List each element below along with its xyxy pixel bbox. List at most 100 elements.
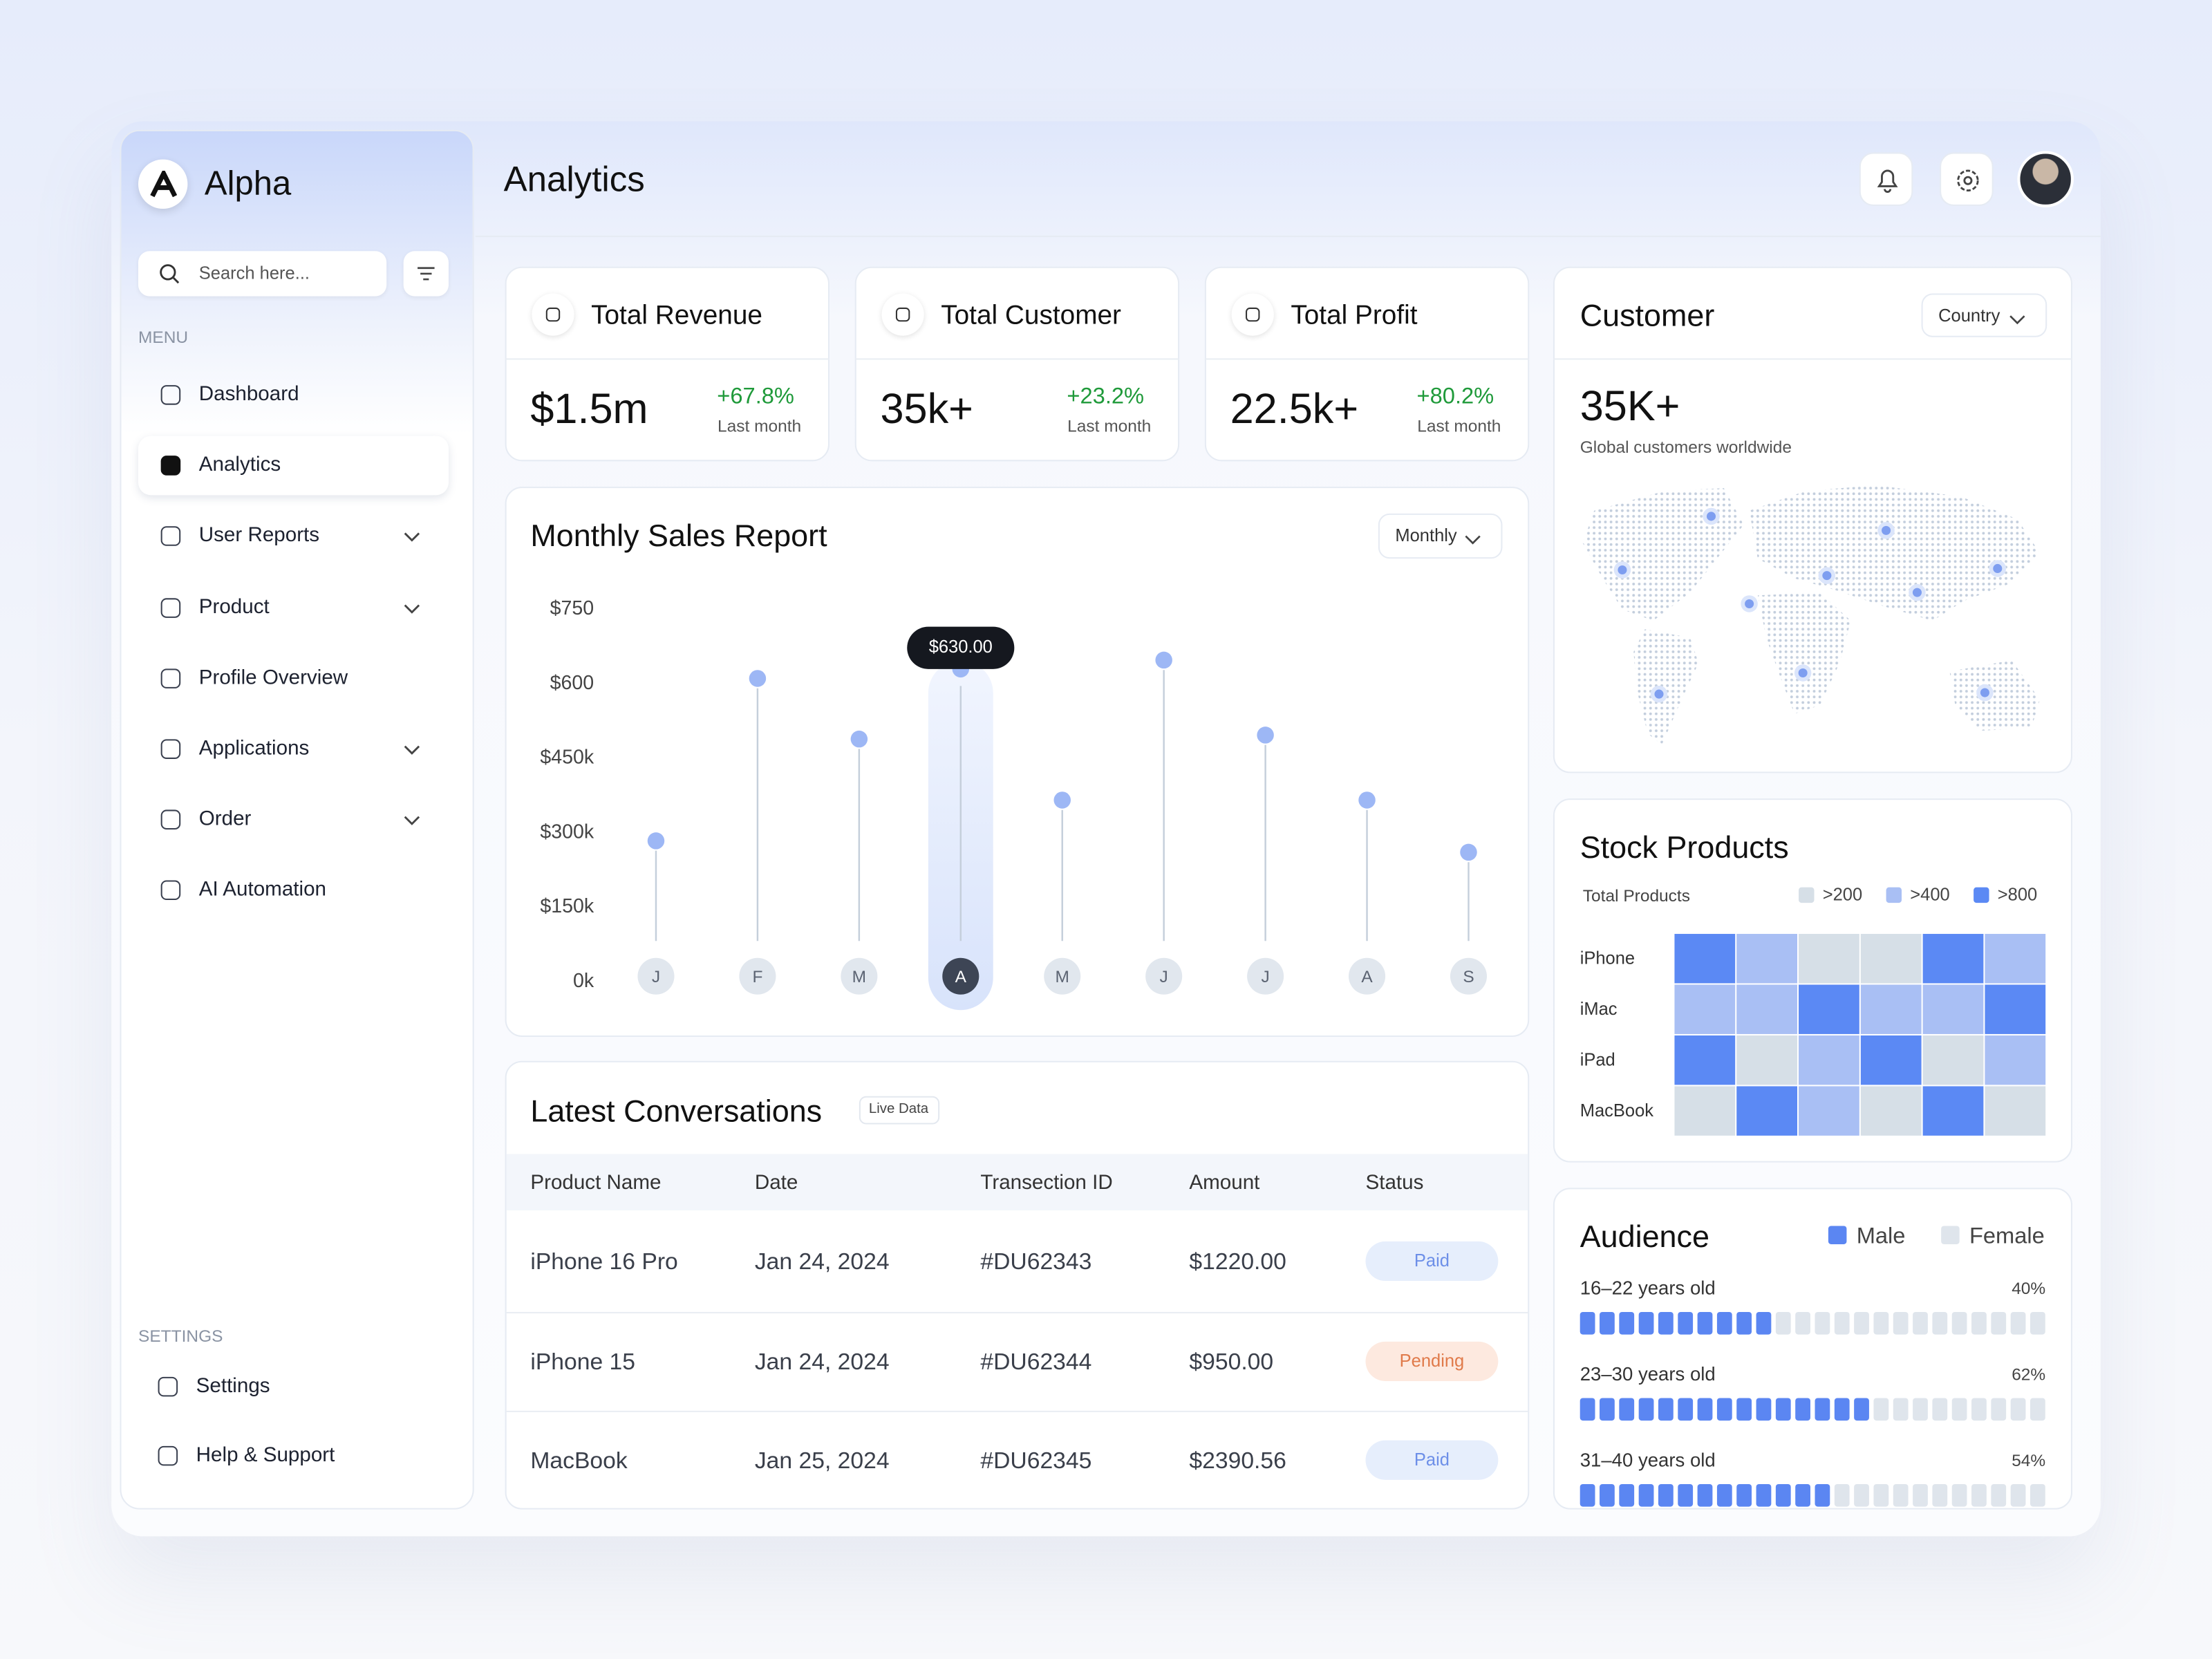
filter-button[interactable] (403, 251, 449, 297)
bar-segment (1834, 1398, 1850, 1421)
bar-segment (1854, 1483, 1869, 1507)
logo-icon (149, 169, 177, 197)
conversations-card (505, 1060, 1530, 1510)
live-badge-label: Live Data (868, 1101, 929, 1118)
y-tick-label: $150k (540, 895, 594, 917)
segmented-bar (1580, 1311, 2045, 1335)
kpi-icon-glyph (545, 307, 561, 322)
y-tick-label: $750 (550, 597, 594, 619)
bar-segment (1716, 1398, 1732, 1421)
map-pin (1798, 668, 1808, 677)
chevron (402, 528, 422, 545)
legend-label: Male (1857, 1222, 1906, 1248)
group-value: 40% (2012, 1280, 2045, 1298)
brand-name: Alpha (204, 165, 292, 203)
heatmap-cell (1674, 984, 1736, 1034)
bar-segment (1834, 1311, 1850, 1335)
heatmap-cell (1799, 1035, 1859, 1085)
audience-card (1553, 1188, 2072, 1510)
y-tick-label: $600 (550, 672, 594, 694)
heatmap-cell (1922, 984, 1984, 1034)
heatmap-cell (1860, 1035, 1922, 1085)
category-circle (1145, 957, 1183, 995)
menu-icon (160, 809, 181, 830)
bar-segment (1736, 1311, 1752, 1335)
country-dropdown[interactable] (1921, 293, 2047, 337)
map-pin (1993, 563, 2003, 573)
bar-segment (1932, 1398, 1948, 1421)
bar-segment (1971, 1398, 1987, 1421)
bar-segment (1775, 1398, 1791, 1421)
dot (1460, 843, 1477, 861)
row-divider (506, 1410, 1528, 1412)
bar-segment (1697, 1398, 1713, 1421)
chevron (402, 740, 422, 757)
row-label: iPad (1580, 1050, 1615, 1069)
table-cell: #DU62343 (980, 1249, 1092, 1275)
bar-segment (1991, 1398, 2007, 1421)
table-cell: MacBook (530, 1448, 628, 1474)
heatmap-cell (1736, 934, 1797, 984)
dot (850, 730, 868, 748)
heatmap-cell (1985, 1035, 2046, 1085)
legend-label: >800 (1998, 885, 2037, 905)
group-value: 62% (2012, 1365, 2045, 1384)
settings-item-label: Settings (196, 1375, 270, 1398)
legend-label: >200 (1823, 885, 1862, 905)
bar-segment (1893, 1311, 1909, 1335)
group-label: 23–30 years old (1580, 1363, 1716, 1385)
settings-button[interactable] (1940, 152, 1994, 206)
x-tick-label: J (1160, 968, 1168, 986)
y-tick-label: $300k (540, 821, 594, 843)
bar-segment (1913, 1398, 1928, 1421)
kpi-change: +23.2% (1067, 385, 1145, 409)
dot (1155, 651, 1172, 669)
category-circle (1349, 957, 1386, 995)
row-label: MacBook (1580, 1101, 1654, 1121)
column-header: Amount (1189, 1172, 1260, 1195)
continent (1949, 660, 2041, 731)
heatmap-cell (1922, 934, 1984, 984)
bar-segment (1951, 1398, 1967, 1421)
chevron-icon (404, 533, 420, 543)
period-dropdown[interactable] (1378, 513, 1503, 559)
heatmap-cell (1985, 1086, 2046, 1136)
sidebar (120, 129, 474, 1510)
bar-segment (1991, 1483, 2007, 1507)
category-circle (1247, 957, 1284, 995)
heatmap-cell (1736, 1086, 1797, 1136)
menu-item-label: Profile Overview (198, 666, 348, 690)
menu-item-active[interactable] (138, 435, 449, 496)
segmented-bar (1580, 1398, 2045, 1421)
menu-item-label: Applications (198, 737, 310, 760)
avatar[interactable] (2017, 151, 2074, 207)
settings-item-label: Help & Support (196, 1444, 335, 1467)
kpi-title: Total Customer (941, 301, 1122, 331)
legend-swatch (1886, 887, 1902, 903)
bar-segment (1795, 1311, 1810, 1335)
bar-segment (1815, 1398, 1830, 1421)
chevron (402, 812, 422, 828)
table-cell: Jan 25, 2024 (754, 1448, 890, 1474)
bar-segment (1971, 1483, 1987, 1507)
sales-card (505, 487, 1530, 1037)
map-pin (1706, 512, 1716, 521)
bar-segment (1913, 1311, 1928, 1335)
kpi-card-divider (854, 358, 1180, 360)
table-header (506, 1154, 1528, 1211)
filter-icon (418, 267, 435, 281)
notification-button[interactable] (1859, 152, 1913, 206)
table-cell: #DU62344 (980, 1349, 1092, 1375)
continent (1749, 485, 2041, 621)
bell-icon (1877, 169, 1898, 193)
group-label: 16–22 years old (1580, 1277, 1716, 1299)
bar-segment (1580, 1483, 1595, 1507)
settings-label: SETTINGS (138, 1326, 223, 1346)
bar-segment (1736, 1398, 1752, 1421)
group-label: 31–40 years old (1580, 1450, 1716, 1471)
menu-label: MENU (138, 327, 189, 348)
bar-segment (1775, 1483, 1791, 1507)
search-box[interactable] (138, 251, 387, 297)
bar-segment (1756, 1311, 1772, 1335)
menu-icon (160, 385, 181, 405)
